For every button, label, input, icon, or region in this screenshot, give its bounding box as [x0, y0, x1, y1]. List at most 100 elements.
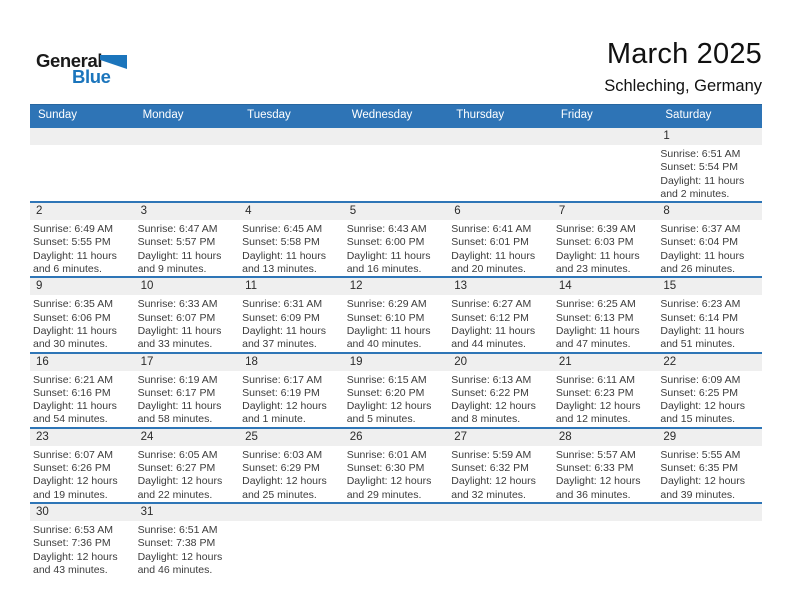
daylight-line: Daylight: 11 hours and 33 minutes. [137, 324, 222, 351]
day-details: Sunrise: 6:35 AM Sunset: 6:06 PM Daylight:… [30, 295, 135, 351]
sunrise-line: Sunrise: 6:23 AM [660, 298, 741, 311]
sunset-line: Sunset: 6:25 PM [660, 386, 739, 399]
day-details: Sunrise: 5:59 AM Sunset: 6:32 PM Daylight:… [448, 446, 553, 502]
week-row: 16 Sunrise: 6:21 AM Sunset: 6:16 PM Dayligh… [30, 351, 762, 428]
day-cell: 3 Sunrise: 6:47 AM Sunset: 5:57 PM Daylight… [134, 201, 240, 278]
day-details: Sunrise: 6:05 AM Sunset: 6:27 PM Daylight:… [135, 446, 240, 502]
day-details [448, 145, 553, 148]
sunset-line: Sunset: 6:17 PM [137, 386, 216, 399]
sunrise-line: Sunrise: 5:57 AM [555, 448, 636, 461]
sunset-line: Sunset: 7:36 PM [33, 537, 111, 550]
daylight-line: Daylight: 11 hours and 58 minutes. [137, 400, 222, 426]
day-cell: 22 Sunrise: 6:09 AM Sunset: 6:25 PM Dayligh… [657, 351, 762, 428]
day-number: 31 [134, 504, 240, 521]
day-cell: 25 Sunrise: 6:03 AM Sunset: 6:29 PM Dayligh… [239, 426, 344, 503]
day-details [448, 521, 553, 524]
day-number: 12 [343, 279, 449, 296]
day-details: Sunrise: 5:55 AM Sunset: 6:35 PM Daylight:… [657, 446, 762, 502]
sunset-line: Sunset: 6:06 PM [33, 311, 111, 324]
sunset-line: Sunset: 5:58 PM [242, 236, 320, 249]
day-cell: 16 Sunrise: 6:21 AM Sunset: 6:16 PM Dayligh… [30, 351, 135, 428]
sunrise-line: Sunrise: 6:13 AM [451, 373, 532, 386]
day-number: 18 [239, 354, 344, 371]
sunrise-line: Sunrise: 6:31 AM [242, 298, 323, 311]
day-number: 6 [448, 204, 553, 221]
sunrise-line: Sunrise: 5:59 AM [451, 448, 532, 461]
day-cell: 19 Sunrise: 6:15 AM Sunset: 6:20 PM Dayligh… [343, 351, 449, 428]
logo-text-blue: Blue [72, 66, 111, 87]
day-details: Sunrise: 6:41 AM Sunset: 6:01 PM Daylight:… [448, 220, 553, 276]
day-details: Sunrise: 6:37 AM Sunset: 6:04 PM Daylight:… [657, 220, 762, 276]
day-details: Sunrise: 6:23 AM Sunset: 6:14 PM Daylight:… [657, 295, 762, 351]
day-number: 25 [239, 429, 344, 446]
sunset-line: Sunset: 6:07 PM [137, 311, 216, 324]
day-cell: 17 Sunrise: 6:19 AM Sunset: 6:17 PM Dayligh… [134, 351, 240, 428]
day-number: 24 [134, 429, 240, 446]
general-blue-logo: General Blue [36, 48, 176, 98]
day-details [239, 521, 344, 524]
empty-day-cell [343, 125, 449, 203]
daylight-line: Daylight: 11 hours and 6 minutes. [33, 249, 117, 276]
sunset-line: Sunset: 6:19 PM [242, 386, 320, 399]
day-number: 5 [343, 204, 449, 221]
day-number: 1 [657, 129, 762, 145]
day-number: 4 [239, 204, 344, 221]
day-number [552, 129, 658, 145]
day-details: Sunrise: 6:09 AM Sunset: 6:25 PM Daylight:… [657, 371, 762, 427]
day-number [239, 129, 344, 145]
weekday-header-thursday: Thursday [448, 104, 553, 127]
day-cell: 18 Sunrise: 6:17 AM Sunset: 6:19 PM Dayligh… [239, 351, 344, 428]
weekday-header-wednesday: Wednesday [343, 104, 449, 127]
day-cell: 6 Sunrise: 6:41 AM Sunset: 6:01 PM Daylight… [448, 201, 553, 278]
weekday-header-sunday: Sunday [30, 104, 135, 127]
day-details [553, 145, 658, 148]
sunrise-line: Sunrise: 6:35 AM [33, 298, 113, 311]
sunrise-line: Sunrise: 6:03 AM [242, 448, 323, 461]
day-cell: 14 Sunrise: 6:25 AM Sunset: 6:13 PM Dayligh… [552, 276, 658, 353]
day-number: 30 [30, 504, 135, 521]
day-number: 9 [30, 279, 135, 296]
day-details: Sunrise: 6:17 AM Sunset: 6:19 PM Daylight:… [239, 371, 344, 427]
sunset-line: Sunset: 6:20 PM [346, 386, 425, 399]
day-details: Sunrise: 6:19 AM Sunset: 6:17 PM Daylight:… [135, 371, 240, 427]
day-details [657, 521, 762, 524]
day-cell: 30 Sunrise: 6:53 AM Sunset: 7:36 PM Dayligh… [30, 501, 135, 578]
sunrise-line: Sunrise: 6:21 AM [33, 373, 113, 386]
day-number [343, 129, 449, 145]
daylight-line: Daylight: 11 hours and 13 minutes. [242, 249, 326, 276]
sunset-line: Sunset: 6:33 PM [555, 462, 634, 475]
sunrise-line: Sunrise: 6:51 AM [137, 523, 218, 536]
sunrise-line: Sunrise: 6:11 AM [555, 373, 635, 386]
day-number [657, 504, 762, 521]
day-details [239, 145, 344, 148]
day-cell: 8 Sunrise: 6:37 AM Sunset: 6:04 PM Daylight… [657, 201, 762, 278]
day-details: Sunrise: 6:51 AM Sunset: 7:38 PM Daylight:… [135, 521, 240, 577]
day-number: 13 [448, 279, 553, 296]
day-cell: 15 Sunrise: 6:23 AM Sunset: 6:14 PM Dayligh… [657, 276, 762, 353]
sunset-line: Sunset: 6:04 PM [660, 236, 739, 249]
sunset-line: Sunset: 6:10 PM [346, 311, 425, 324]
sunset-line: Sunset: 6:12 PM [451, 311, 529, 324]
sunset-line: Sunset: 6:30 PM [346, 462, 425, 475]
sunrise-line: Sunrise: 6:33 AM [137, 298, 218, 311]
day-details: Sunrise: 6:31 AM Sunset: 6:09 PM Daylight:… [239, 295, 344, 351]
sunrise-line: Sunrise: 6:09 AM [660, 373, 741, 386]
daylight-line: Daylight: 12 hours and 22 minutes. [137, 475, 223, 501]
day-cell: 11 Sunrise: 6:31 AM Sunset: 6:09 PM Dayligh… [239, 276, 344, 353]
daylight-line: Daylight: 12 hours and 46 minutes. [137, 550, 223, 576]
day-number: 7 [552, 204, 658, 221]
day-cell: 31 Sunrise: 6:51 AM Sunset: 7:38 PM Dayligh… [134, 501, 240, 578]
sunset-line: Sunset: 6:29 PM [242, 462, 320, 475]
day-details: Sunrise: 6:53 AM Sunset: 7:36 PM Daylight:… [30, 521, 135, 577]
daylight-line: Daylight: 11 hours and 30 minutes. [33, 324, 117, 351]
day-details: Sunrise: 6:25 AM Sunset: 6:13 PM Daylight:… [553, 295, 658, 351]
logo-text-general: General [36, 50, 103, 71]
week-row: 9 Sunrise: 6:35 AM Sunset: 6:06 PM Daylight… [30, 276, 762, 353]
sunrise-line: Sunrise: 6:41 AM [451, 223, 532, 236]
day-details: Sunrise: 5:57 AM Sunset: 6:33 PM Daylight:… [553, 446, 658, 502]
day-cell: 26 Sunrise: 6:01 AM Sunset: 6:30 PM Dayligh… [343, 426, 449, 503]
daylight-line: Daylight: 11 hours and 51 minutes. [660, 324, 745, 351]
daylight-line: Daylight: 11 hours and 54 minutes. [33, 400, 117, 426]
day-number: 3 [134, 204, 240, 221]
day-cell: 5 Sunrise: 6:43 AM Sunset: 6:00 PM Daylight… [343, 201, 449, 278]
